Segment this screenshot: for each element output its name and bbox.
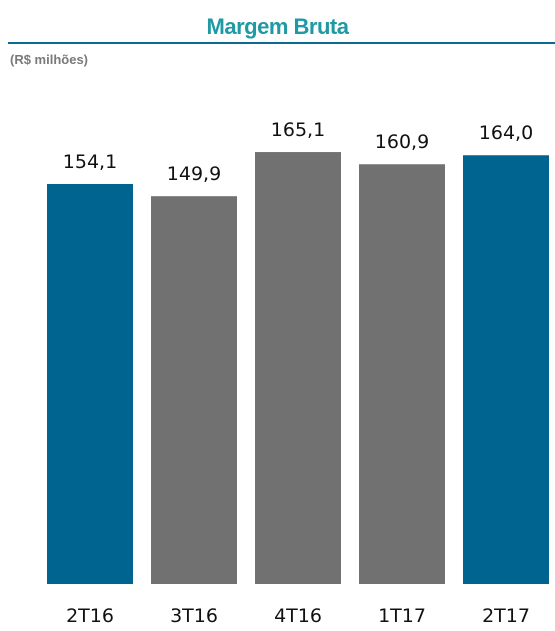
chart-subtitle: (R$ milhões) (10, 52, 89, 67)
category-label-3T16: 3T16 (170, 605, 218, 627)
category-label-2T16: 2T16 (66, 605, 114, 627)
bar-1T17 (359, 164, 445, 584)
bar-3T16 (151, 196, 237, 584)
category-label-1T17: 1T17 (378, 605, 426, 627)
value-label-2T17: 164,0 (479, 122, 533, 144)
chart-title: Margem Bruta (206, 14, 349, 39)
bar-2T16 (47, 184, 133, 584)
title-underline (8, 42, 555, 44)
value-label-3T16: 149,9 (167, 163, 221, 185)
category-label-2T17: 2T17 (482, 605, 530, 627)
bar-2T17 (463, 155, 549, 584)
value-label-1T17: 160,9 (375, 131, 429, 153)
value-label-4T16: 165,1 (271, 119, 325, 141)
value-label-2T16: 154,1 (63, 151, 117, 173)
bar-4T16 (255, 152, 341, 585)
category-label-4T16: 4T16 (274, 605, 322, 627)
